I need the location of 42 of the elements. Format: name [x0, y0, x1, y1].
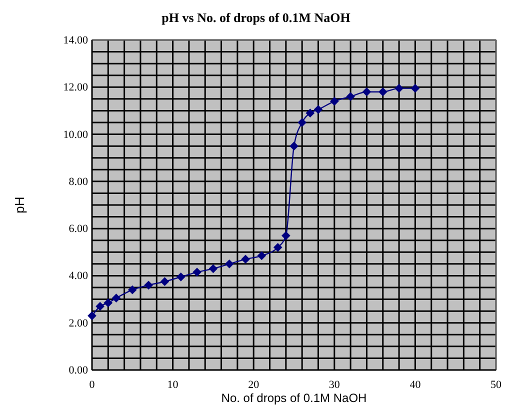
y-axis-title: pH	[12, 196, 27, 214]
x-axis-title: No. of drops of 0.1M NaOH	[221, 391, 367, 405]
point	[257, 251, 266, 260]
point	[346, 92, 355, 101]
point	[298, 118, 307, 127]
point	[394, 84, 404, 93]
point	[314, 105, 323, 114]
y-tick-label: 10.00	[63, 128, 88, 141]
y-tick-label: 12.00	[63, 82, 88, 94]
point	[104, 298, 113, 308]
x-tick-label: 20	[248, 378, 260, 391]
point	[224, 260, 234, 268]
point	[290, 142, 298, 150]
point	[88, 311, 96, 320]
point	[281, 231, 290, 240]
y-tick-label: 14.00	[63, 34, 88, 47]
y-tick-label: 4.00	[68, 270, 88, 282]
x-tick-label: 30	[328, 378, 340, 391]
point	[96, 302, 105, 311]
point	[112, 294, 121, 303]
point	[273, 243, 282, 252]
point	[128, 285, 137, 294]
y-tick-label: 2.00	[68, 317, 88, 330]
y-tick-label: 8.00	[68, 176, 88, 188]
y-tick-label: 6.00	[68, 223, 88, 236]
chart-title: pH vs No. of drops of 0.1M NaOH	[162, 10, 350, 25]
point	[241, 254, 250, 264]
point	[362, 87, 372, 96]
x-tick-label: 10	[167, 378, 179, 391]
x-tick-label: 50	[490, 378, 502, 391]
y-tick-label: 0.00	[68, 364, 88, 377]
x-tick-label: 40	[410, 378, 422, 391]
point	[306, 108, 315, 118]
point	[160, 277, 170, 286]
point	[410, 84, 420, 93]
point	[378, 87, 388, 96]
point	[208, 264, 218, 274]
point	[144, 280, 153, 290]
point	[192, 268, 202, 277]
point	[330, 96, 339, 106]
x-tick-label: 0	[89, 378, 96, 391]
point	[176, 272, 186, 282]
